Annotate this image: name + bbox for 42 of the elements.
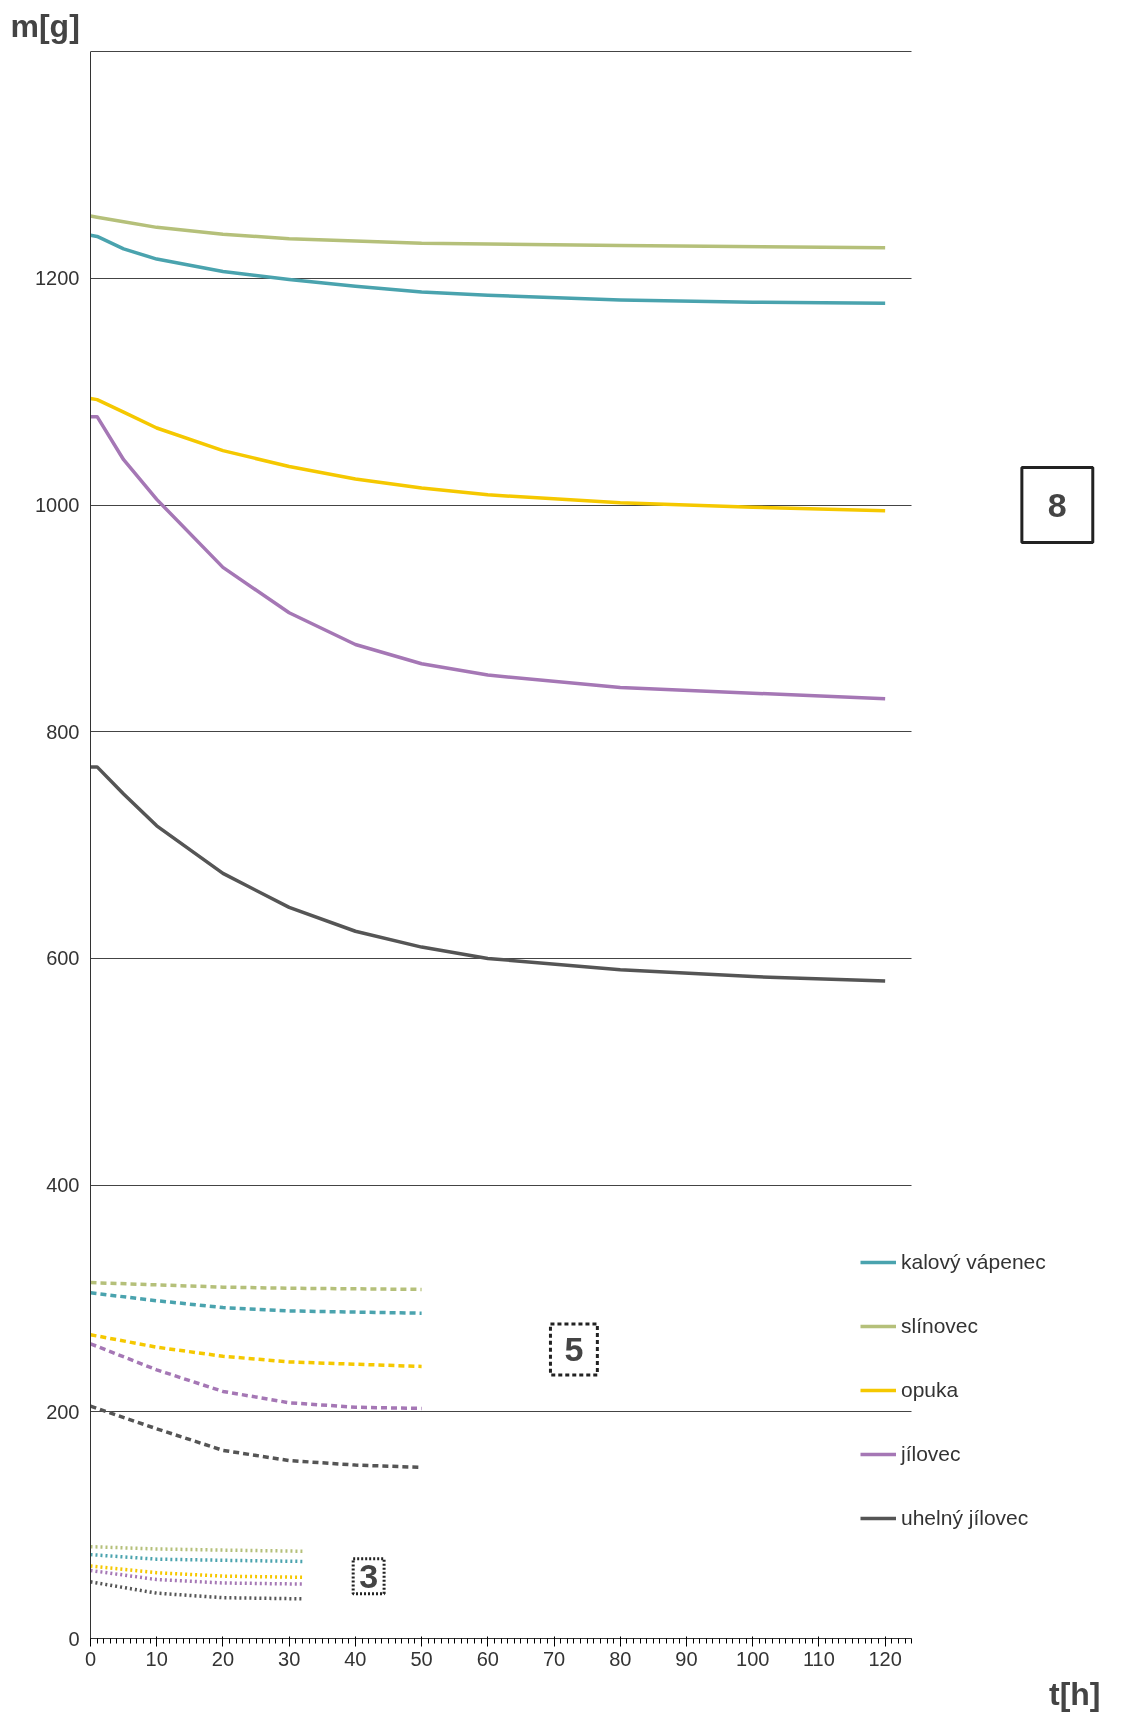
annotation: 3 (359, 1556, 379, 1595)
line-series (90, 1568, 305, 1586)
x-tick-label: 20 (211, 1647, 235, 1670)
legend-label: uhelný jílovec (901, 1506, 1029, 1530)
x-tick-label: 50 (410, 1647, 433, 1670)
legend-label: slínovec (901, 1314, 979, 1338)
y-tick-label: 1000 (35, 494, 80, 517)
line-series (90, 233, 887, 306)
line-series (90, 1332, 424, 1369)
y-tick-label: 600 (46, 947, 80, 970)
x-tick-label: 70 (542, 1647, 566, 1670)
line-series (90, 1291, 424, 1315)
line-series (90, 1280, 424, 1292)
x-tick-label: 80 (609, 1647, 632, 1670)
line-series (90, 214, 887, 250)
x-tick-label: 120 (868, 1647, 902, 1670)
x-tick-label: 30 (278, 1647, 301, 1670)
line-series (90, 1564, 305, 1580)
text: 8 (1047, 485, 1067, 524)
y-tick-label: 1200 (35, 267, 80, 290)
y-tick-label: 800 (46, 720, 80, 743)
line-series (90, 1552, 305, 1564)
x-axis-title: t[h] (1048, 1675, 1101, 1712)
x-tick-label: 40 (344, 1647, 367, 1670)
x-tick-label: 100 (736, 1647, 770, 1670)
annotation: 5 (564, 1329, 584, 1368)
x-tick-label: 110 (802, 1647, 835, 1670)
y-tick-label: 0 (68, 1627, 80, 1650)
y-axis-title: m[g] (10, 7, 80, 44)
x-tick-label: 10 (145, 1647, 168, 1670)
line-series (90, 414, 887, 701)
x-tick-label: 0 (84, 1647, 97, 1670)
legend-label: kalový vápenec (901, 1250, 1046, 1274)
x-tick-label: 90 (675, 1647, 698, 1670)
x-tick-label: 60 (476, 1647, 499, 1670)
legend-label: jílovec (901, 1442, 961, 1466)
y-tick-label: 200 (46, 1400, 80, 1423)
line-series (90, 396, 887, 513)
y-tick-label: 400 (46, 1174, 80, 1197)
legend-label: opuka (901, 1378, 959, 1402)
line-series (90, 1342, 424, 1411)
line-series (90, 765, 887, 983)
